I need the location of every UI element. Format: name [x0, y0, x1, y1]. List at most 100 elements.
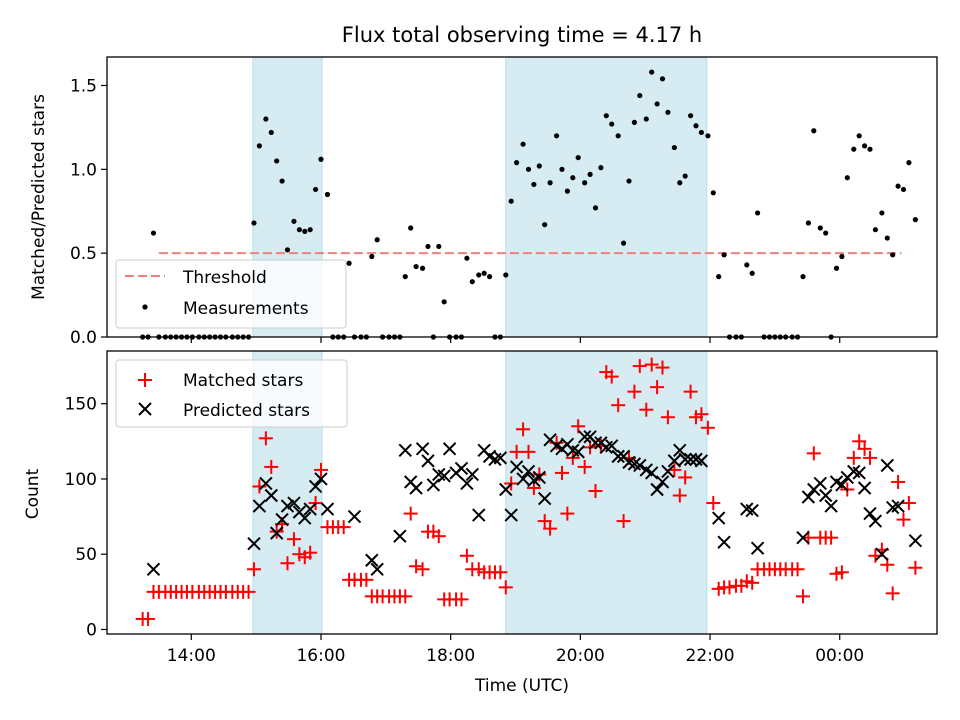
measurement-point: [476, 272, 482, 278]
measurement-point: [408, 225, 414, 231]
measurement-point: [324, 191, 331, 198]
top-axes-frame: [106, 56, 938, 338]
matched-star-marker: [415, 562, 430, 577]
measurement-point: [425, 243, 431, 250]
marker-stroke: [801, 490, 816, 504]
measurement-point: [251, 220, 257, 226]
matched-star-marker: [398, 589, 413, 604]
y-tick-label: 150: [65, 395, 97, 415]
measurement-point: [671, 144, 677, 151]
ratio-series: [140, 69, 918, 340]
predicted-star-marker: [347, 509, 362, 524]
predicted-star-marker: [247, 536, 261, 551]
marker-stroke: [745, 503, 759, 518]
x-tick-label: 16:00: [296, 646, 345, 666]
x-tick-label: 22:00: [686, 646, 735, 666]
marker-stroke: [280, 499, 295, 513]
measurement-point: [839, 253, 845, 260]
marker-stroke: [717, 535, 731, 549]
x-tick-label: 18:00: [426, 646, 475, 666]
marker-stroke: [370, 562, 384, 576]
measurement-point: [861, 143, 868, 149]
measurement-point: [369, 253, 375, 260]
marker-stroke: [891, 499, 905, 513]
measurement-point: [436, 243, 442, 250]
matched-legend-swatch: [138, 373, 152, 387]
measurement-point: [553, 133, 560, 139]
marker-stroke: [852, 466, 866, 480]
matched-star-marker: [264, 459, 279, 474]
measurement-point: [659, 76, 666, 82]
measurement-point: [513, 160, 520, 166]
matched-star-marker: [509, 444, 524, 459]
marker-stroke: [868, 514, 883, 528]
matched-star-marker: [588, 483, 603, 498]
matched-star-marker: [571, 419, 586, 434]
measurement-point: [626, 178, 632, 184]
predicted-legend-label: Predicted stars: [183, 401, 310, 421]
matched-star-marker: [303, 545, 318, 560]
measurement-point: [637, 92, 643, 99]
measurement-point: [649, 69, 655, 75]
marker-stroke: [655, 475, 670, 489]
matched-star-marker: [241, 584, 256, 599]
x-tick-label: 14:00: [167, 646, 216, 666]
predicted-star-marker: [280, 499, 295, 513]
marker-stroke: [650, 482, 664, 497]
matched-star-marker: [516, 422, 531, 437]
matched-star-marker: [604, 369, 619, 384]
marker-stroke: [521, 464, 536, 479]
measurement-point: [851, 146, 857, 152]
top-legend: Threshold Measurements: [115, 259, 347, 329]
marker-stroke: [532, 470, 546, 485]
marker-stroke: [622, 455, 636, 470]
measurement-point: [520, 141, 526, 147]
predicted-star-marker: [745, 503, 759, 518]
marker-stroke: [633, 458, 647, 473]
predicted-star-marker: [852, 466, 866, 480]
matched-star-marker: [403, 506, 418, 521]
matched-star-marker: [644, 357, 659, 372]
measurement-point: [481, 270, 487, 276]
predicted-star-marker: [264, 488, 278, 503]
marker-stroke: [604, 439, 619, 453]
predicted-star-marker: [908, 533, 923, 548]
measurement-point: [346, 260, 352, 266]
predicted-star-marker: [287, 496, 301, 510]
matched-star-marker: [454, 592, 469, 607]
matched-star-marker: [627, 384, 642, 399]
predicted-star-marker: [673, 443, 687, 458]
marker-stroke: [566, 443, 580, 458]
predicted-star-marker: [750, 541, 765, 555]
predicted-star-marker: [588, 436, 603, 450]
measurement-point: [536, 163, 542, 169]
predicted-star-marker: [711, 511, 726, 525]
measurement-point: [464, 255, 470, 261]
matched-star-marker: [141, 611, 156, 626]
measurement-point: [620, 240, 627, 246]
matched-star-marker: [901, 496, 916, 511]
matched-star-marker: [745, 575, 760, 590]
top-ticks: 0.0 0.5 1.0 1.5: [70, 77, 841, 348]
measurement-point: [800, 274, 806, 280]
measurement-point: [318, 156, 324, 162]
observing-window-band: [505, 56, 708, 338]
predicted-star-marker: [269, 526, 284, 540]
y-tick-label: 1.5: [70, 77, 97, 97]
predicted-star-marker: [460, 476, 474, 491]
predicted-star-marker: [421, 454, 435, 468]
marker-stroke: [880, 458, 894, 473]
matched-star-marker: [336, 520, 351, 535]
matched-star-marker: [286, 532, 301, 547]
predicted-star-marker: [801, 490, 816, 504]
marker-stroke: [499, 482, 513, 497]
measurement-point: [268, 129, 274, 136]
measurement-point: [274, 158, 280, 164]
predicted-star-marker: [880, 458, 894, 473]
marker-stroke: [393, 529, 407, 543]
marker-stroke: [824, 499, 838, 513]
measurement-point: [302, 228, 308, 234]
predicted-star-marker: [650, 482, 664, 497]
matched-star-marker: [560, 506, 575, 521]
